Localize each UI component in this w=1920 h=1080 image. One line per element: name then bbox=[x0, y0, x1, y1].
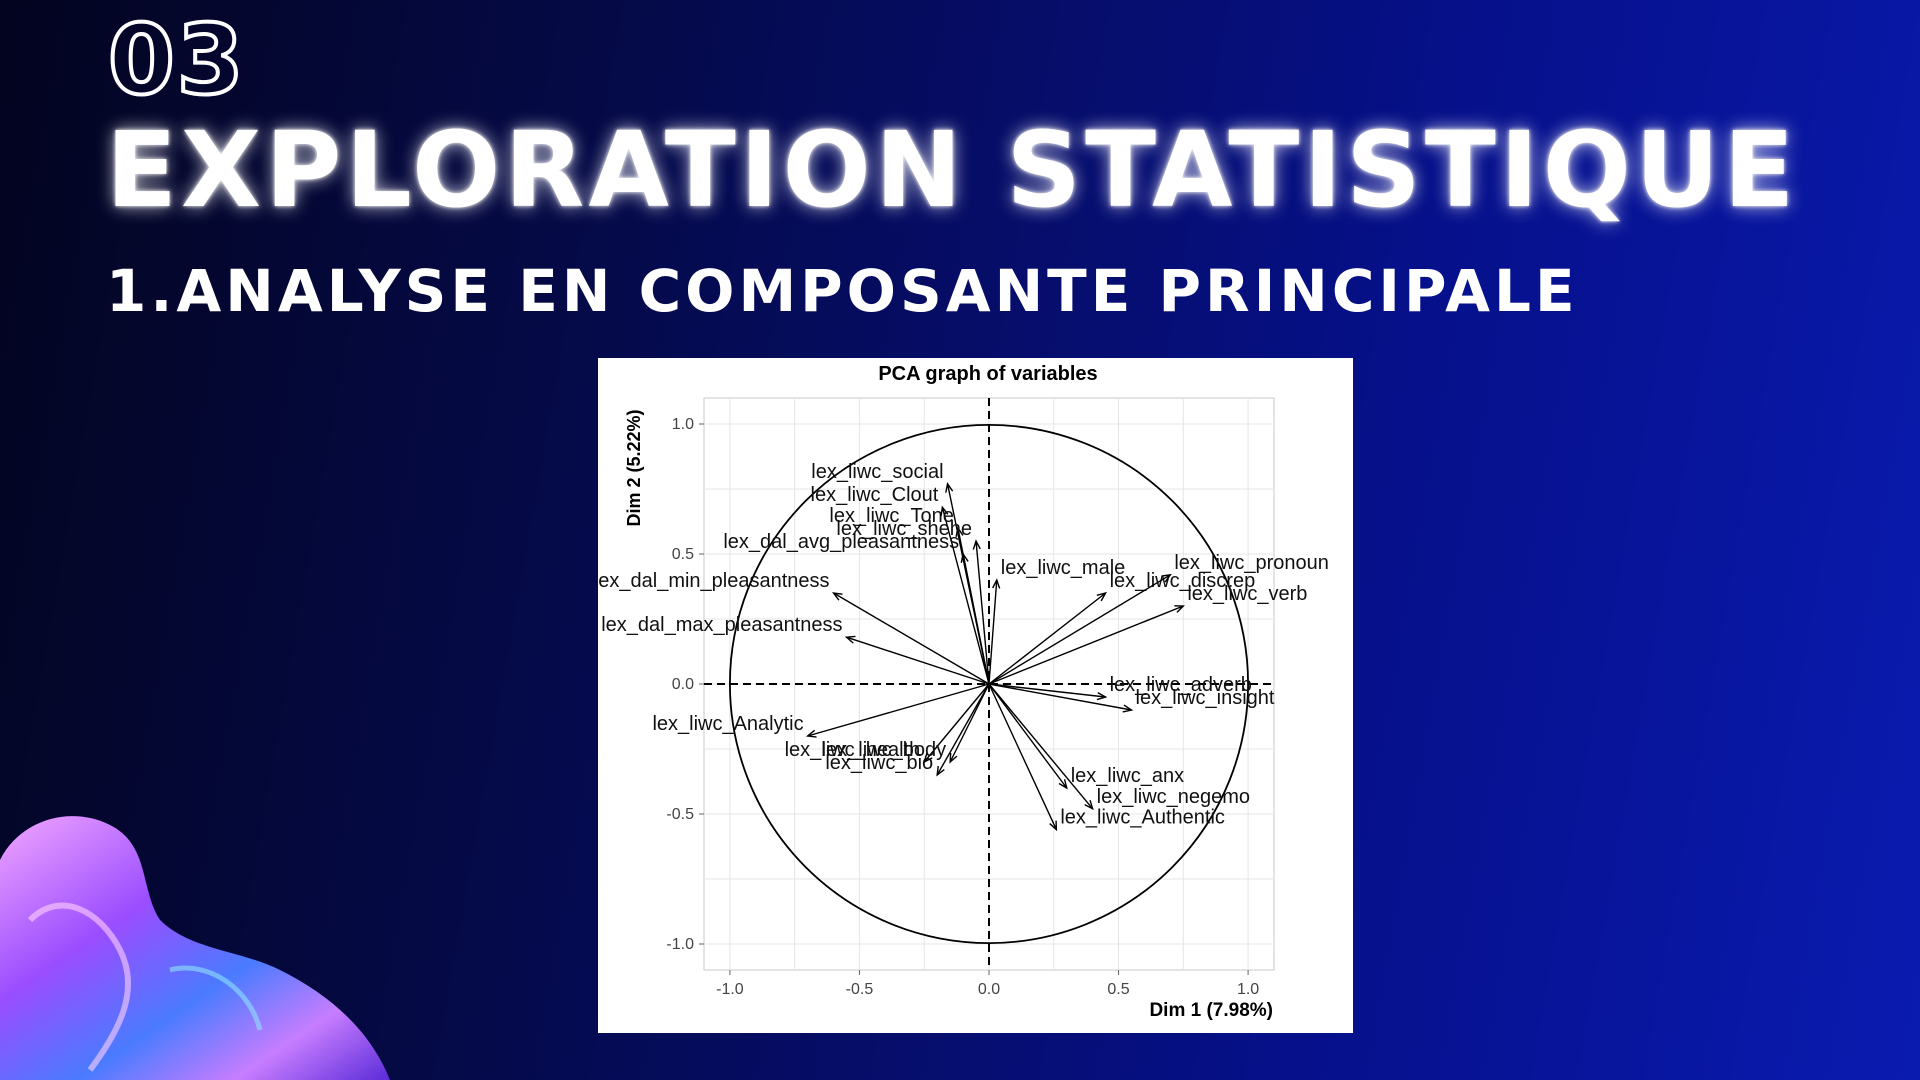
variable-arrow bbox=[988, 683, 1057, 830]
slide-title: EXPLORATION STATISTIQUE bbox=[106, 109, 1799, 231]
variable-label: lex_liwc_Tone bbox=[829, 505, 954, 527]
variable-arrow bbox=[988, 592, 1107, 685]
variable-label: lex_liwc_body bbox=[822, 739, 947, 761]
variable-arrowhead bbox=[955, 526, 964, 537]
variable-arrow bbox=[975, 540, 990, 685]
variable-label: lex_dal_min_pleasantness bbox=[598, 570, 830, 592]
variable-arrow bbox=[962, 553, 990, 685]
variable-arrowhead bbox=[945, 482, 954, 493]
variable-arrow bbox=[988, 683, 1106, 698]
variable-label: lex_liwc_anx bbox=[1071, 765, 1184, 787]
x-tick-label: 0.5 bbox=[1107, 981, 1129, 998]
variable-arrowhead bbox=[936, 765, 945, 777]
variable-label: lex_liwc_adverb bbox=[1110, 674, 1252, 696]
variable-label: lex_liwc_verb bbox=[1187, 583, 1307, 605]
variable-label: lex_liwc_shehe bbox=[836, 518, 972, 540]
variable-arrow bbox=[988, 574, 1171, 685]
variable-label: lex_liwc_Clout bbox=[811, 484, 939, 506]
x-tick-label: -1.0 bbox=[716, 981, 744, 998]
variable-arrow bbox=[988, 605, 1184, 685]
y-tick-label: -1.0 bbox=[666, 936, 694, 953]
variable-label: lex_liwc_bio bbox=[825, 752, 933, 774]
variable-arrow bbox=[949, 683, 990, 763]
variable-label: lex_liwc_pronoun bbox=[1174, 552, 1329, 574]
variable-arrow bbox=[846, 636, 990, 685]
variable-arrow bbox=[941, 507, 990, 685]
variable-label: lex_liwc_discrep bbox=[1110, 570, 1256, 592]
variable-arrowhead bbox=[1049, 820, 1058, 832]
variable-arrowhead bbox=[1174, 605, 1185, 613]
pca-chart-card: PCA graph of variables Dim 1 (7.98%) Dim… bbox=[598, 358, 1353, 1033]
variable-arrowhead bbox=[1161, 573, 1172, 583]
y-tick-label: 0.5 bbox=[672, 546, 694, 563]
slide-subtitle: 1.ANALYSE EN COMPOSANTE PRINCIPALE bbox=[106, 257, 1579, 325]
variable-arrowhead bbox=[1096, 691, 1108, 701]
x-tick-label: -0.5 bbox=[846, 981, 874, 998]
variable-arrowhead bbox=[831, 592, 843, 601]
variable-arrowhead bbox=[949, 752, 958, 764]
variable-arrowhead bbox=[923, 753, 933, 764]
variable-label: lex_dal_max_pleasantness bbox=[601, 614, 842, 636]
slide-number: 03 bbox=[106, 4, 246, 116]
variable-label: lex_liwc_Authentic bbox=[1060, 807, 1225, 829]
variable-label: lex_liwc_negemo bbox=[1097, 786, 1250, 808]
variable-arrowhead bbox=[972, 539, 981, 550]
variable-arrow bbox=[833, 592, 990, 685]
chart-title: PCA graph of variables bbox=[878, 363, 1097, 385]
y-tick-label: 0.0 bbox=[672, 676, 694, 693]
y-axis-label: Dim 2 (5.22%) bbox=[624, 409, 644, 526]
y-tick-label: -0.5 bbox=[666, 806, 694, 823]
variable-arrowhead bbox=[992, 578, 1001, 589]
variable-label: lex_dal_avg_pleasantness bbox=[723, 531, 959, 553]
variable-arrowhead bbox=[940, 505, 949, 517]
variable-arrowhead bbox=[1058, 779, 1068, 790]
variable-arrowhead bbox=[805, 729, 817, 738]
variable-label: lex_liwc_insight bbox=[1136, 687, 1275, 709]
variable-label: lex_liwc_health bbox=[785, 739, 921, 761]
variable-label: lex_liwc_social bbox=[811, 461, 943, 483]
variable-arrow bbox=[988, 683, 1094, 810]
variable-arrowhead bbox=[1084, 799, 1094, 811]
variable-arrow bbox=[988, 683, 1132, 711]
y-tick-label: 1.0 bbox=[672, 416, 694, 433]
variable-arrowhead bbox=[1096, 591, 1108, 602]
variable-arrow bbox=[807, 683, 990, 737]
variable-arrow bbox=[988, 579, 998, 685]
decorative-sculpture bbox=[0, 816, 390, 1080]
x-axis-label: Dim 1 (7.98%) bbox=[1149, 1000, 1273, 1021]
variable-label: lex_liwc_Analytic bbox=[652, 713, 803, 735]
variable-arrow bbox=[923, 683, 990, 763]
pca-chart: PCA graph of variables Dim 1 (7.98%) Dim… bbox=[598, 363, 1329, 1021]
variable-label: lex_liwc_male bbox=[1001, 557, 1126, 579]
variable-arrowhead bbox=[960, 552, 969, 563]
correlation-circle bbox=[729, 424, 1249, 944]
variable-arrow bbox=[936, 683, 990, 776]
variable-arrowhead bbox=[844, 635, 856, 644]
variable-arrowhead bbox=[1122, 704, 1134, 713]
x-tick-label: 0.0 bbox=[978, 981, 1000, 998]
variable-arrow bbox=[988, 683, 1068, 789]
x-tick-label: 1.0 bbox=[1237, 981, 1259, 998]
